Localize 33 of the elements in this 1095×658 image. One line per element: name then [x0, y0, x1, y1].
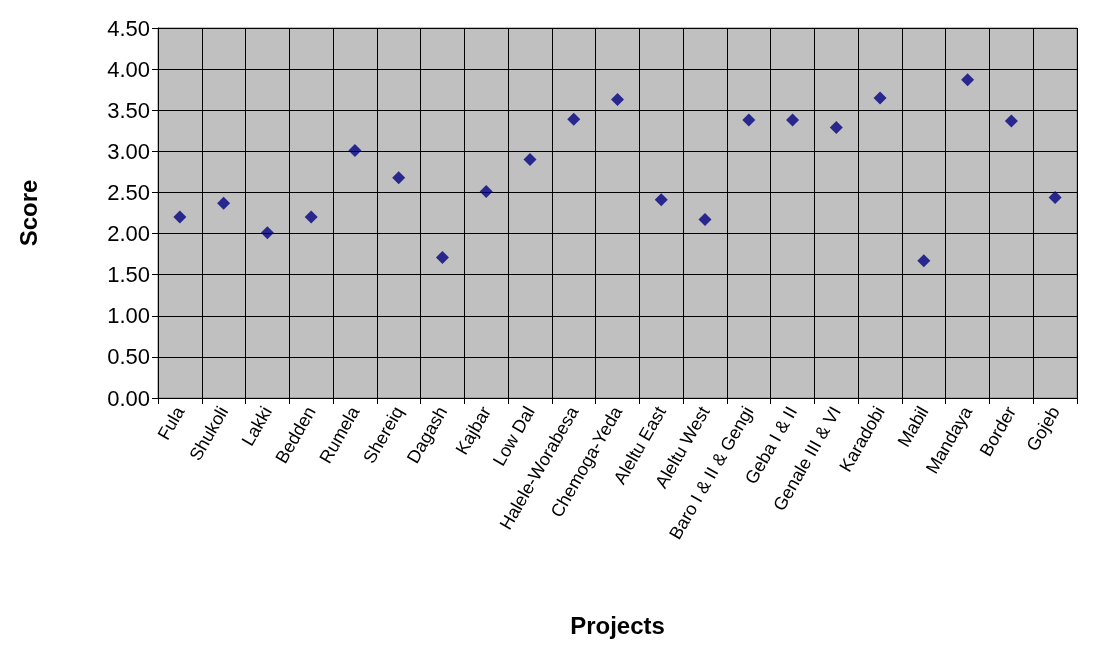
point	[961, 73, 975, 87]
y-tick-label: 2.00	[107, 221, 150, 247]
point	[1004, 114, 1018, 128]
y-tick-label: 2.50	[107, 179, 150, 205]
x-axis-title: Projects	[570, 611, 665, 639]
point	[217, 196, 231, 210]
y-tick-label: 4.00	[107, 56, 150, 82]
point	[742, 113, 756, 127]
y-tick-label: 1.50	[107, 262, 150, 288]
point	[304, 210, 318, 224]
point	[173, 210, 187, 224]
point	[873, 91, 887, 105]
point	[917, 254, 931, 268]
y-tick-label: 1.00	[107, 303, 150, 329]
point	[260, 226, 274, 240]
point	[348, 144, 362, 158]
y-tick-label: 4.50	[107, 15, 150, 41]
y-tick-label: 3.00	[107, 138, 150, 164]
point	[654, 193, 668, 207]
y-axis-title: Score	[14, 179, 42, 247]
y-tick-label: 0.00	[107, 385, 150, 411]
point	[392, 171, 406, 185]
point	[698, 213, 712, 227]
point	[786, 113, 800, 127]
point	[435, 250, 449, 264]
y-tick-label: 3.50	[107, 97, 150, 123]
point	[611, 93, 624, 107]
point	[829, 120, 843, 134]
point	[567, 112, 581, 126]
point	[1048, 190, 1062, 204]
point	[479, 185, 493, 199]
point	[523, 153, 537, 167]
y-tick-label: 0.50	[107, 344, 150, 370]
